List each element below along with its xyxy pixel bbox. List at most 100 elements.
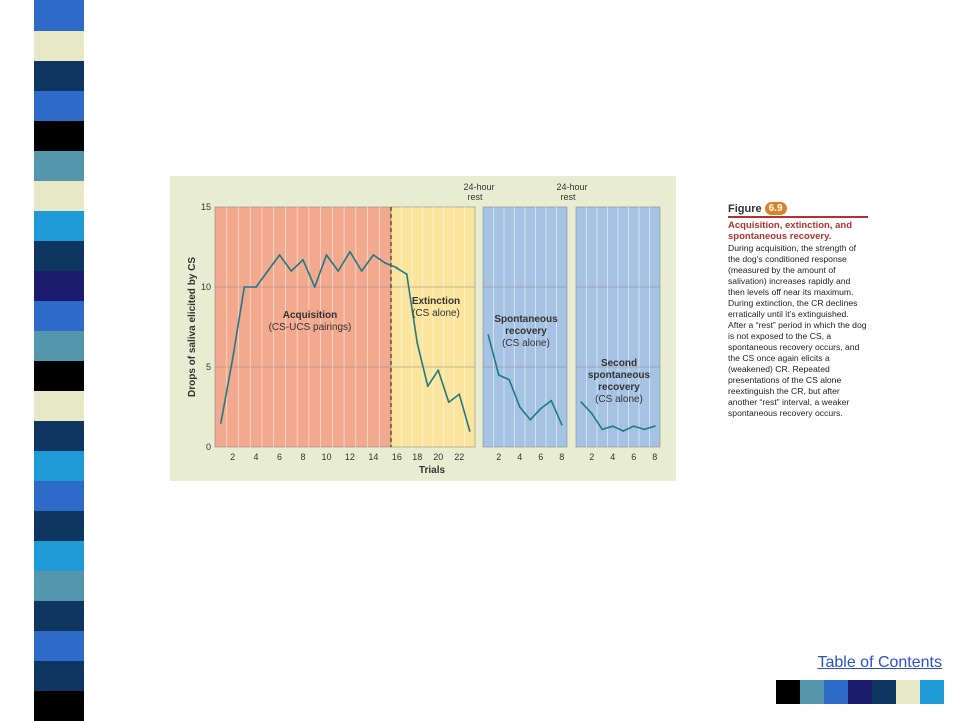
data-point	[508, 378, 511, 381]
figure-number-badge: 6.9	[764, 202, 787, 215]
color-swatch	[896, 680, 920, 704]
second-spontaneous-recovery-label: Second	[601, 358, 637, 369]
side-bar-stripe	[34, 30, 84, 61]
rest-label-line1: 24-hour	[556, 182, 587, 192]
x-tick-label: 4	[254, 452, 259, 462]
data-point	[487, 334, 490, 336]
x-tick-label: 10	[321, 452, 331, 462]
panel-background	[214, 206, 392, 448]
learning-curve-chart: 0 5 10 15 Drops of saliva elicited by CS 2 4 6 8…	[187, 182, 661, 476]
data-point	[550, 399, 553, 402]
data-point	[590, 412, 593, 415]
x-tick-label: 22	[454, 452, 464, 462]
side-bar-stripe	[34, 600, 84, 631]
x-tick-label: 18	[412, 452, 422, 462]
side-bar-stripe	[34, 180, 84, 211]
data-point	[632, 425, 635, 428]
series-line	[487, 334, 563, 425]
x-tick-label: 8	[300, 452, 305, 462]
data-point	[313, 286, 316, 288]
x-tick-label: 6	[538, 452, 543, 462]
data-point	[426, 385, 429, 388]
data-point	[529, 418, 532, 421]
data-point	[219, 422, 222, 424]
x-tick-label: 6	[631, 452, 636, 462]
second-spontaneous-recovery-label: recovery	[598, 382, 640, 393]
y-tick-label: 0	[206, 442, 211, 452]
data-point	[349, 250, 351, 253]
x-axis-label: Trials	[419, 465, 446, 476]
data-point	[302, 258, 304, 261]
data-point	[611, 425, 614, 428]
data-point	[337, 270, 340, 272]
series-line	[580, 401, 655, 432]
side-bar-stripe	[34, 450, 84, 481]
acquisition-label: (CS-UCS pairings)	[269, 322, 352, 333]
data-point	[290, 270, 293, 272]
figure-heading: Figure 6.9	[728, 202, 868, 218]
second-spontaneous-recovery-label: spontaneous	[588, 370, 651, 381]
rest-label-line2: rest	[560, 192, 576, 202]
series-line	[220, 251, 398, 424]
side-bar-stripe	[34, 150, 84, 181]
x-tick-label: 6	[277, 452, 282, 462]
rest-label-line2: rest	[467, 192, 483, 202]
x-tick-label: 4	[610, 452, 615, 462]
data-point	[416, 342, 419, 344]
data-point	[360, 270, 363, 272]
y-axis-label: Drops of saliva elicited by CS	[187, 257, 198, 397]
x-tick-label: 2	[230, 452, 235, 462]
side-bar-stripe	[34, 90, 84, 121]
data-point	[447, 401, 450, 404]
series-line	[395, 267, 471, 432]
acquisition-label: Acquisition	[283, 310, 337, 321]
color-swatch-row	[776, 680, 944, 704]
side-bar-stripe	[34, 330, 84, 361]
extinction-label: (CS alone)	[412, 308, 460, 319]
color-swatch	[800, 680, 824, 704]
color-swatch	[920, 680, 944, 704]
x-tick-label: 2	[496, 452, 501, 462]
side-bar-stripe	[34, 390, 84, 421]
figure-caption: Figure 6.9 Acquisition, extinction, and …	[728, 202, 868, 419]
side-bar-stripe	[34, 120, 84, 151]
data-point	[437, 369, 440, 372]
side-bar-stripe	[34, 420, 84, 451]
extinction-label: Extinction	[412, 296, 460, 307]
side-bar-stripe	[34, 0, 84, 31]
y-tick-label: 15	[201, 202, 211, 212]
side-bar-edge	[84, 0, 108, 720]
side-bar-stripe	[34, 660, 84, 691]
side-bar-stripe	[34, 60, 84, 91]
side-bar-stripe	[34, 630, 84, 661]
decorative-side-bar	[0, 0, 108, 721]
data-point	[468, 430, 471, 432]
color-swatch	[872, 680, 896, 704]
data-point	[497, 374, 500, 376]
data-point	[255, 286, 257, 288]
data-point	[539, 407, 542, 410]
y-tick-label: 5	[206, 362, 211, 372]
data-point	[395, 266, 398, 269]
side-bar-stripe	[34, 300, 84, 331]
x-tick-label: 16	[392, 452, 402, 462]
data-point	[405, 273, 408, 276]
data-point	[325, 254, 328, 256]
data-point	[458, 393, 461, 396]
side-bar-stripe	[34, 540, 84, 571]
x-tick-label: 8	[559, 452, 564, 462]
side-bar-stripe	[34, 270, 84, 301]
side-bar-stripe	[34, 360, 84, 391]
data-point	[384, 262, 387, 264]
x-tick-label: 4	[517, 452, 522, 462]
color-swatch	[824, 680, 848, 704]
table-of-contents-link[interactable]: Table of Contents	[817, 654, 942, 671]
color-swatch	[848, 680, 872, 704]
figure-word: Figure	[728, 202, 762, 215]
side-bar-stripe	[34, 210, 84, 241]
spontaneous-recovery-label: Spontaneous	[494, 314, 558, 325]
data-point	[231, 358, 234, 360]
data-point	[560, 423, 563, 426]
x-tick-label: 14	[368, 452, 378, 462]
caption-title: Acquisition, extinction, and spontaneous…	[728, 220, 853, 242]
